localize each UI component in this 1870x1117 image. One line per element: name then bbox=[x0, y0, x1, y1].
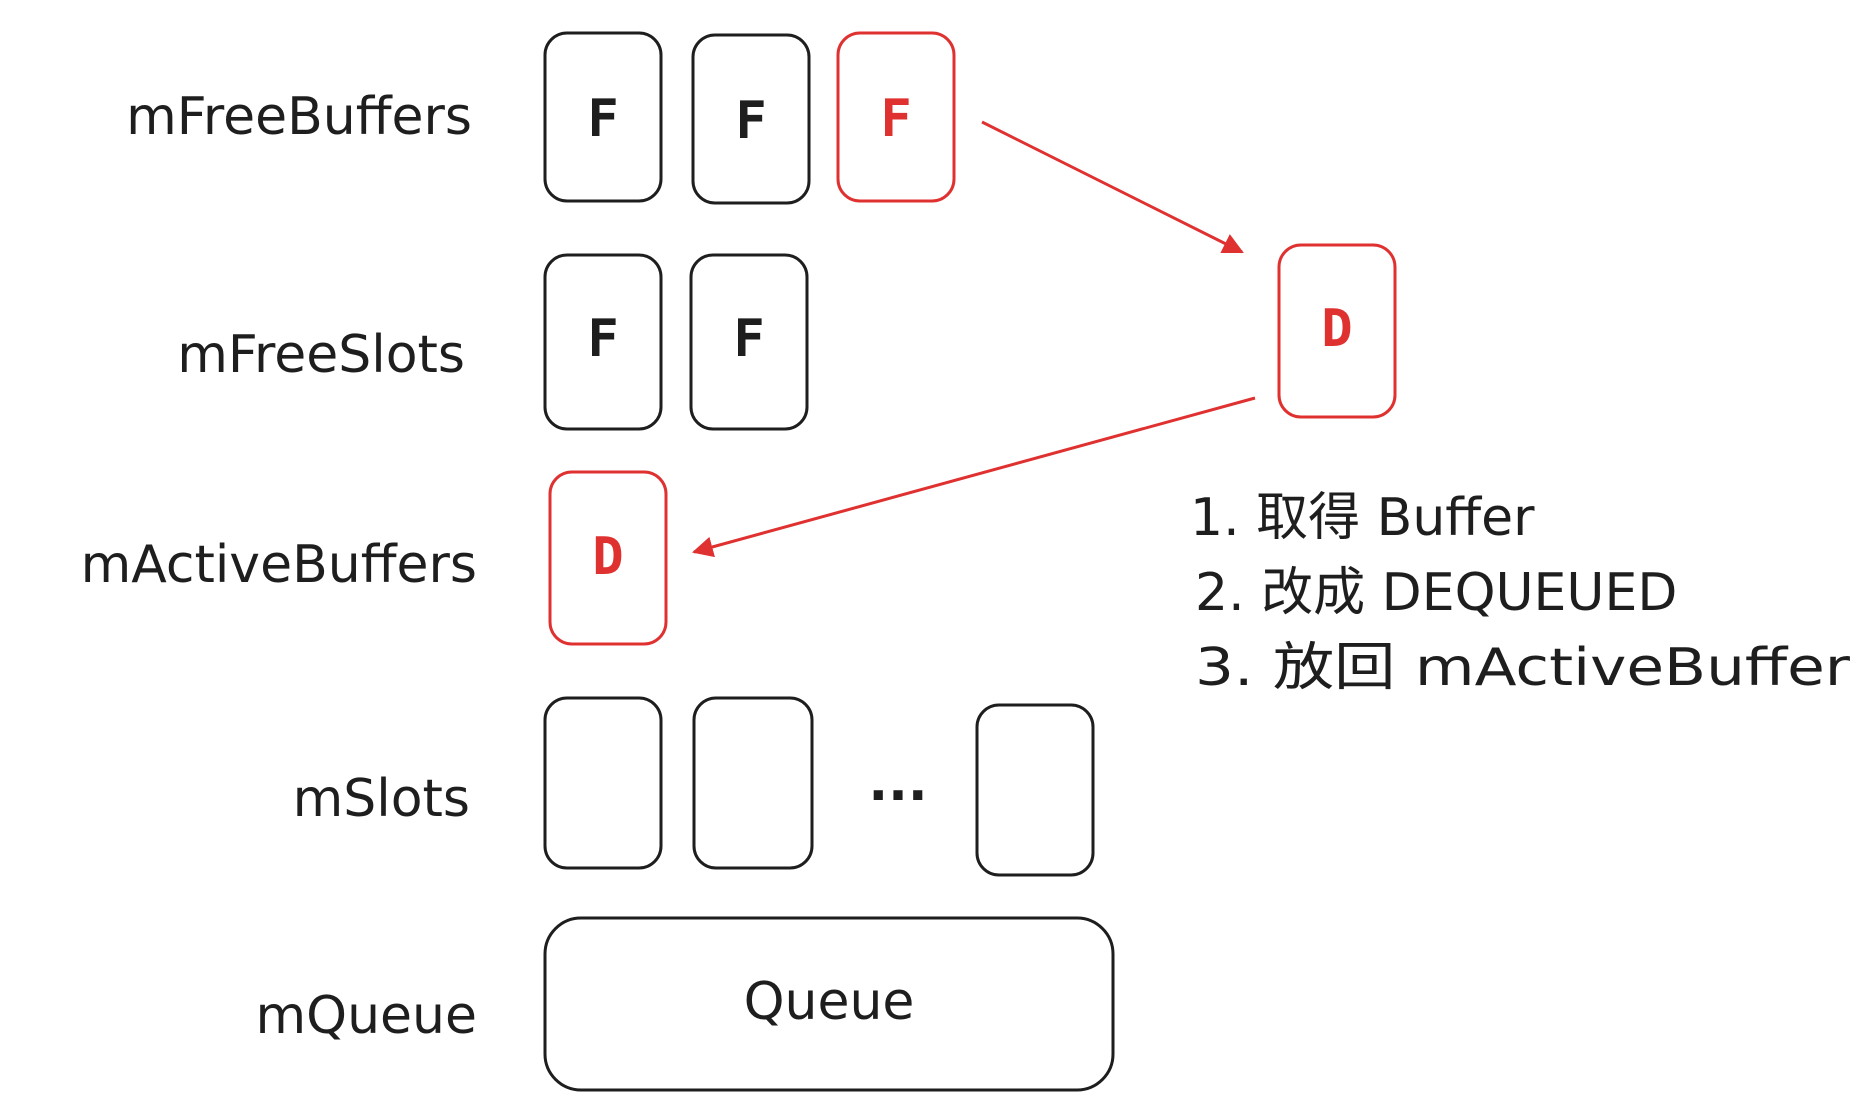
dequeue-arrow bbox=[981, 120, 1244, 254]
slot-cell bbox=[543, 696, 663, 870]
label-slots: mSlots bbox=[293, 769, 470, 829]
free-buffer-cell: F bbox=[543, 31, 663, 203]
free-slot-cell-label: F bbox=[733, 309, 764, 369]
step-1-text: 1. 取得 Buffer bbox=[1190, 488, 1535, 548]
dequeued-buffer-label: D bbox=[1321, 299, 1352, 359]
free-buffer-cell: F bbox=[691, 33, 811, 205]
free-buffer-cell-selected-label: F bbox=[880, 89, 911, 149]
free-buffer-cell-label: F bbox=[587, 89, 618, 149]
slots-ellipsis: ... bbox=[868, 753, 927, 813]
slot-cell bbox=[692, 696, 814, 870]
label-free-slots: mFreeSlots bbox=[177, 325, 465, 385]
active-buffer-cell: D bbox=[548, 470, 668, 646]
label-free-buffers: mFreeBuffers bbox=[126, 87, 472, 147]
step-2-text: 2. 改成 DEQUEUED bbox=[1195, 563, 1677, 623]
queue-box: Queue bbox=[543, 916, 1115, 1092]
label-active-buffers: mActiveBuffers bbox=[81, 535, 477, 595]
slot-cell bbox=[975, 703, 1095, 877]
active-buffer-cell-label: D bbox=[592, 527, 623, 587]
free-slot-cell: F bbox=[543, 253, 663, 431]
free-buffer-cell-label: F bbox=[735, 91, 766, 151]
free-slot-cell-label: F bbox=[587, 309, 618, 369]
dequeued-buffer-cell: D bbox=[1277, 243, 1397, 419]
activate-arrow bbox=[691, 396, 1256, 558]
free-buffer-cell-selected: F bbox=[836, 31, 956, 203]
label-queue: mQueue bbox=[256, 986, 477, 1046]
queue-box-label: Queue bbox=[744, 972, 915, 1032]
step-3-text: 3. 放回 mActiveBuffer bbox=[1195, 638, 1851, 698]
free-slot-cell: F bbox=[689, 253, 809, 431]
